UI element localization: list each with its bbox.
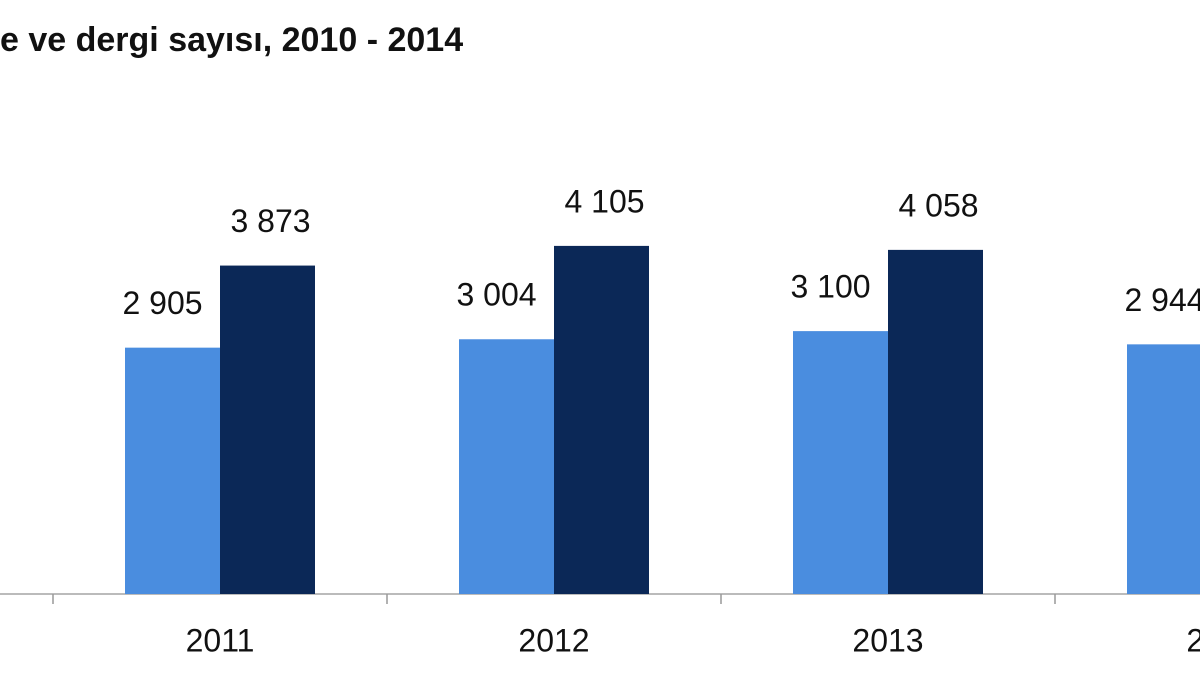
value-label: 2 905 [122,285,202,321]
bar [888,249,983,595]
bar [1127,344,1200,594]
chart-title: e ve dergi sayısı, 2010 - 2014 [0,21,463,59]
x-tick-label: 2011 [186,622,255,658]
x-tick-label: 2013 [852,622,923,658]
value-label: 4 058 [898,187,978,223]
x-tick-label: 2012 [518,622,589,658]
bar [793,331,888,594]
value-label: 3 004 [456,277,536,313]
value-label: 4 105 [564,183,644,219]
bar [220,265,315,594]
value-label: 3 873 [230,203,310,239]
value-label: 3 100 [790,269,870,305]
bar [459,339,554,594]
bar [125,347,220,594]
bar [554,245,649,594]
x-tick-label: 2014 [1186,622,1200,658]
value-label: 2 944 [1124,282,1200,318]
